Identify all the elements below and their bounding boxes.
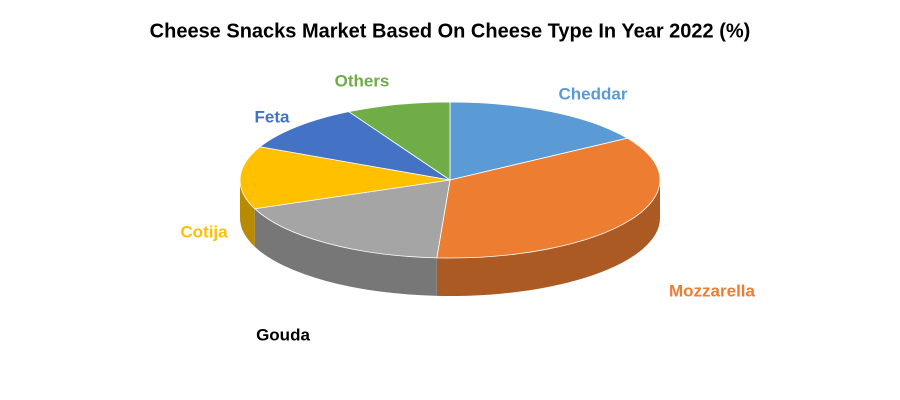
slice-label: Cotija (180, 222, 228, 241)
slice-label: Gouda (256, 325, 310, 344)
slice-label: Others (335, 71, 390, 90)
slice (347, 101, 451, 181)
slice (436, 137, 661, 259)
slice-label: Cheddar (559, 84, 628, 103)
chart-title: Cheese Snacks Market Based On Cheese Typ… (150, 20, 751, 42)
slice (239, 146, 451, 210)
slice (259, 111, 451, 181)
slice-side (240, 180, 255, 247)
slice (449, 101, 629, 181)
slice-side (436, 180, 660, 296)
slice (253, 179, 451, 259)
slice-side (254, 208, 437, 296)
slice-label: Mozzarella (669, 281, 756, 300)
slice-label: Feta (255, 107, 291, 126)
